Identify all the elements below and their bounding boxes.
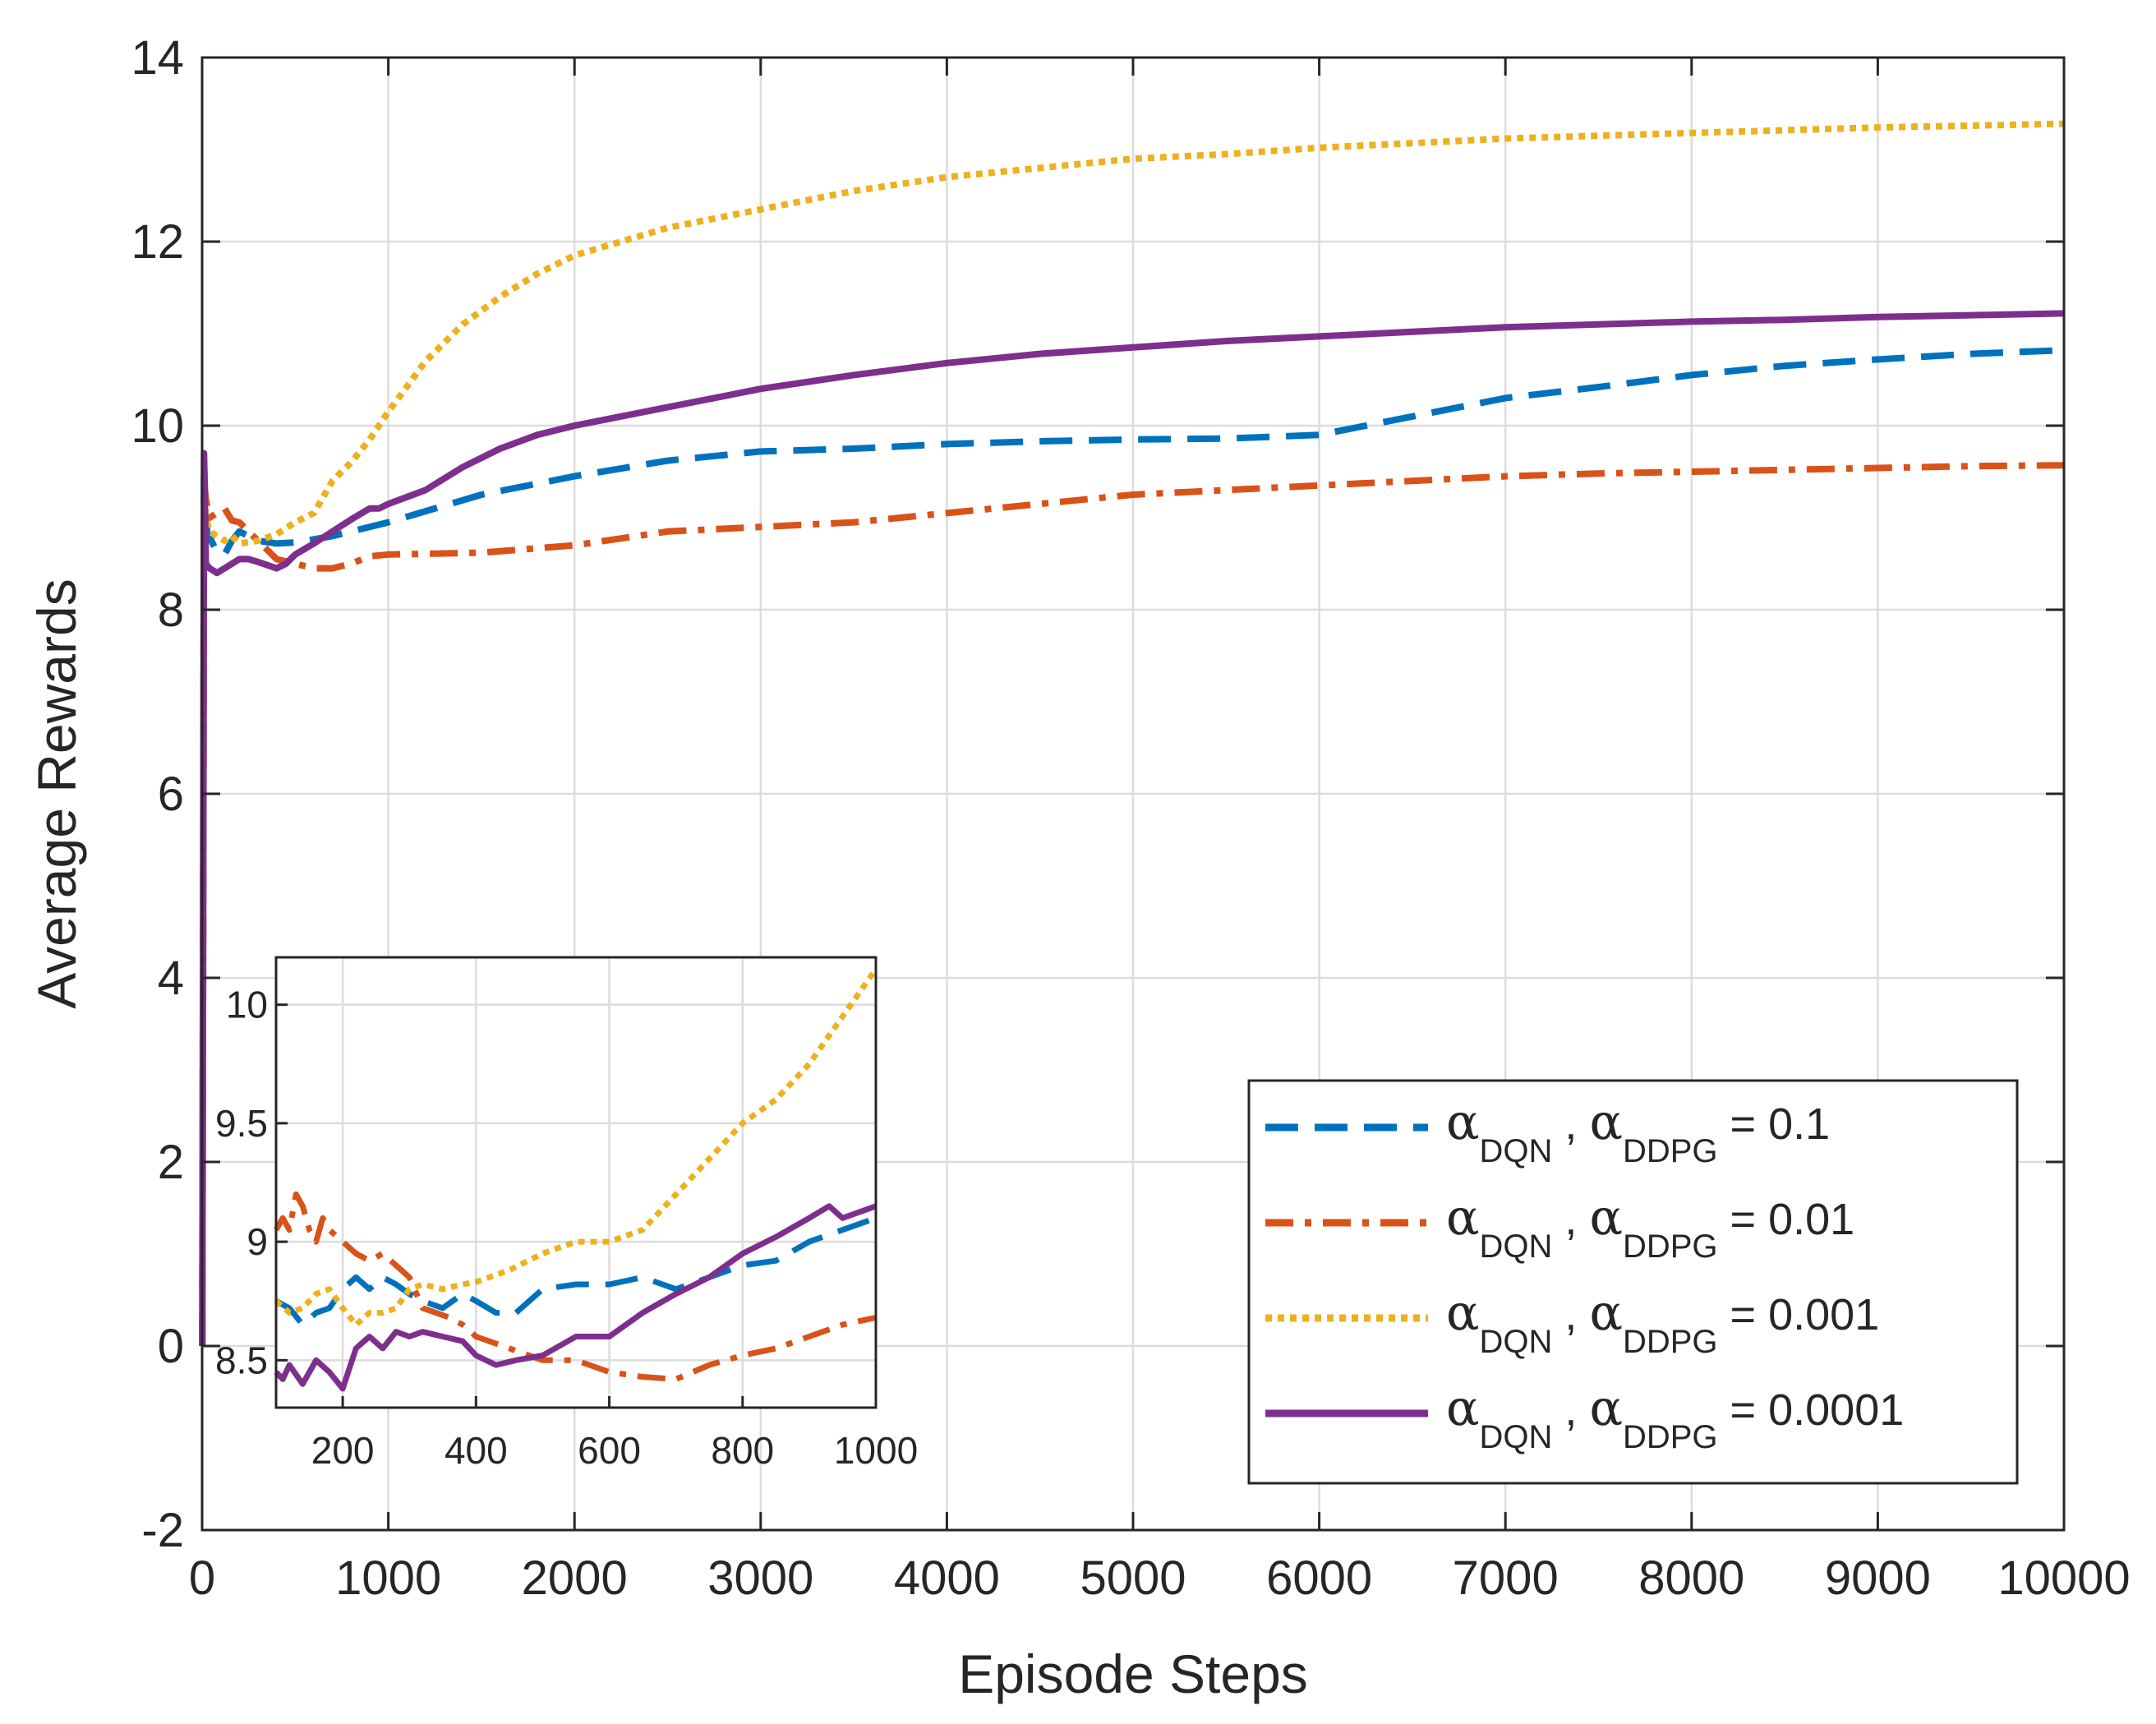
legend-value: = 0.1 <box>1718 1099 1831 1149</box>
main-series <box>199 120 2065 1347</box>
inset-frame <box>274 956 878 1409</box>
legend-alpha: α <box>1446 1094 1480 1151</box>
x-tick-label: 2000 <box>522 1551 628 1605</box>
legend-alpha: α <box>1589 1189 1623 1247</box>
x-tick-label: 1000 <box>335 1551 441 1605</box>
y-tick-label: 4 <box>158 952 184 1005</box>
legend-entry-0: αDQN , αDDPG = 0.1 <box>1446 1094 1830 1169</box>
legend-comma: , <box>1552 1195 1589 1244</box>
inset-series-line-3 <box>274 1203 878 1392</box>
inset-x-tick-label: 1000 <box>834 1429 918 1472</box>
y-tick-label: 14 <box>131 31 184 85</box>
legend-alpha: α <box>1589 1380 1623 1437</box>
inset-y-tick-label: 9.5 <box>215 1102 268 1145</box>
main-ticks: 0 1000 2000 3000 4000 5000 6000 7000 8000 9000 100… <box>131 31 2130 1605</box>
legend-sub-ddpg: DDPG <box>1623 1324 1718 1360</box>
inset-plot: 200 400 600 800 1000 8.5 9 9.5 10 <box>215 956 918 1472</box>
x-tick-label: 7000 <box>1453 1551 1559 1605</box>
legend-alpha: α <box>1446 1380 1480 1437</box>
legend-alpha: α <box>1446 1284 1480 1342</box>
x-tick-label: 5000 <box>1080 1551 1186 1605</box>
legend-sub-dqn: DQN <box>1480 1324 1553 1360</box>
inset-ticks: 200 400 600 800 1000 8.5 9 9.5 10 <box>215 984 918 1472</box>
legend-alpha: α <box>1589 1284 1623 1342</box>
inset-plot-area <box>276 957 876 1408</box>
x-tick-label: 4000 <box>894 1551 1000 1605</box>
inset-series <box>273 967 878 1392</box>
y-tick-label: 12 <box>131 215 184 269</box>
inset-x-tick-label: 200 <box>311 1429 375 1472</box>
inset-series-line-1 <box>273 1191 877 1382</box>
legend-entry-1: αDQN , αDDPG = 0.01 <box>1446 1189 1854 1265</box>
series-line-0 <box>199 347 2065 1347</box>
inset-x-tick-label: 800 <box>711 1429 774 1472</box>
legend-comma: , <box>1552 1290 1589 1339</box>
y-tick-label: -2 <box>141 1504 184 1557</box>
legend-value: = 0.0001 <box>1718 1385 1905 1435</box>
legend-sub-dqn: DQN <box>1480 1133 1553 1169</box>
x-tick-label: 6000 <box>1266 1551 1372 1605</box>
x-tick-label: 10000 <box>1997 1551 2130 1605</box>
x-axis-label: Episode Steps <box>958 1643 1308 1704</box>
y-tick-label: 0 <box>158 1320 184 1373</box>
legend-alpha: α <box>1446 1189 1480 1247</box>
y-tick-label: 8 <box>158 583 184 637</box>
series-line-2 <box>199 120 2065 1347</box>
legend-sub-ddpg: DDPG <box>1623 1228 1718 1265</box>
inset-y-tick-label: 10 <box>226 984 268 1026</box>
x-tick-label: 0 <box>189 1551 215 1605</box>
legend-value: = 0.01 <box>1718 1195 1855 1244</box>
y-tick-label: 10 <box>131 399 184 453</box>
y-axis-label: Average Rewards <box>26 579 87 1008</box>
legend-entry-3: αDQN , αDDPG = 0.0001 <box>1446 1380 1904 1455</box>
legend-comma: , <box>1552 1385 1589 1435</box>
legend-value: = 0.001 <box>1718 1290 1880 1339</box>
series-line-3 <box>199 310 2065 1347</box>
legend-sub-ddpg: DDPG <box>1623 1133 1718 1169</box>
x-tick-label: 9000 <box>1825 1551 1931 1605</box>
legend-comma: , <box>1552 1099 1589 1149</box>
inset-y-tick-label: 8.5 <box>215 1339 268 1381</box>
legend-sub-ddpg: DDPG <box>1623 1419 1718 1455</box>
y-tick-label: 2 <box>158 1136 184 1189</box>
legend-sub-dqn: DQN <box>1480 1228 1553 1265</box>
y-tick-label: 6 <box>158 768 184 821</box>
legend-alpha: α <box>1589 1094 1623 1151</box>
series-line-1 <box>199 462 2065 1347</box>
x-tick-label: 8000 <box>1638 1551 1744 1605</box>
inset-x-tick-label: 400 <box>445 1429 508 1472</box>
legend-sub-dqn: DQN <box>1480 1419 1553 1455</box>
x-tick-label: 3000 <box>707 1551 813 1605</box>
inset-x-tick-label: 600 <box>578 1429 641 1472</box>
inset-y-tick-label: 9 <box>246 1220 268 1263</box>
legend-entry-2: αDQN , αDDPG = 0.001 <box>1446 1284 1879 1360</box>
